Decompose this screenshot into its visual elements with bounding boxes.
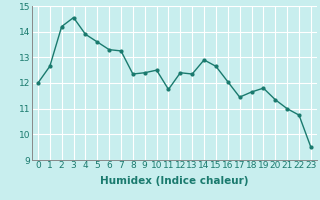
X-axis label: Humidex (Indice chaleur): Humidex (Indice chaleur) bbox=[100, 176, 249, 186]
